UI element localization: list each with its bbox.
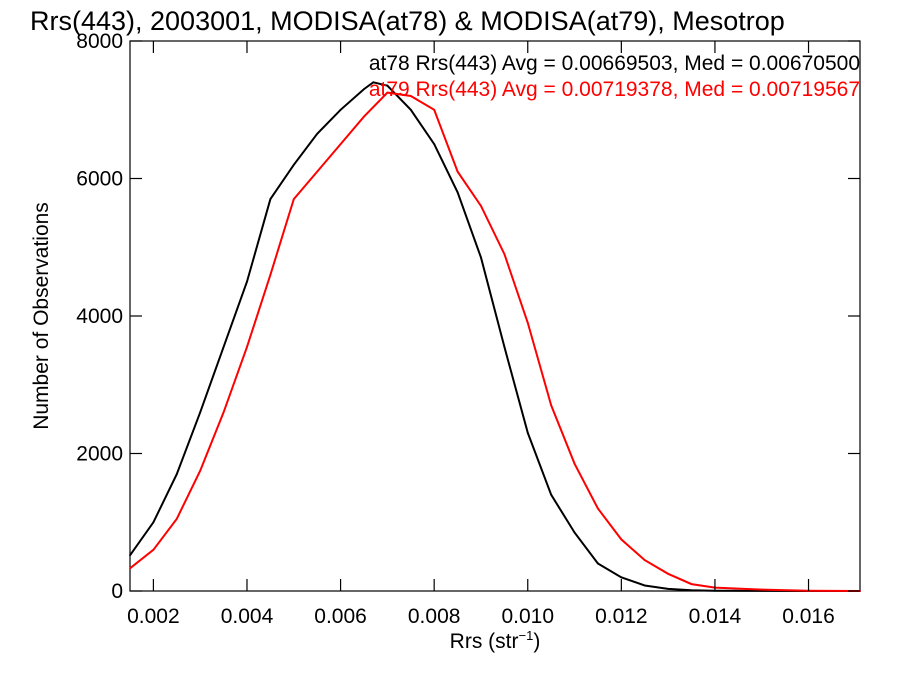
data-point: [526, 432, 529, 434]
data-point: [316, 170, 319, 173]
data-point: [409, 108, 412, 111]
data-point: [573, 531, 576, 534]
data-point: [409, 95, 412, 97]
data-point: [339, 143, 342, 146]
data-point: [503, 346, 506, 348]
data-point: [175, 473, 178, 475]
x-tick-label: 0.010: [501, 605, 554, 628]
x-tick-label: 0.004: [221, 605, 274, 628]
data-point: [550, 404, 553, 407]
x-axis-label-close: ): [533, 630, 540, 653]
data-point: [316, 132, 319, 135]
x-tick-label: 0.008: [408, 605, 461, 628]
plot-area: 0.002 0.004 0.006 0.008 0.010 0.012 0.014 0.016…: [76, 30, 861, 628]
data-point: [129, 554, 131, 557]
data-point: [643, 559, 646, 561]
y-tick-label: 2000: [76, 443, 123, 466]
data-point: [199, 411, 202, 414]
data-point: [573, 462, 576, 465]
data-point: [760, 588, 763, 591]
data-point: [433, 108, 436, 111]
data-point: [550, 493, 553, 496]
data-point: [372, 81, 375, 84]
legend-entry-at78: at78 Rrs(443) Avg = 0.00669503, Med = 0.…: [369, 52, 860, 75]
data-point: [667, 572, 669, 575]
data-point: [667, 588, 669, 590]
y-tick-label: 8000: [76, 30, 123, 53]
chart-title: Rrs(443), 2003001, MODISA(at78) & MODISA…: [30, 6, 785, 36]
legend-entry-at79: at79 Rrs(443) Avg = 0.00719378, Med = 0.…: [369, 78, 860, 101]
data-point: [503, 253, 506, 256]
y-axis-label: Number of Observations: [30, 202, 53, 430]
data-point: [597, 562, 599, 565]
x-axis-label: Rrs (str−1): [450, 628, 541, 653]
plot-frame: [129, 40, 861, 592]
data-point: [386, 84, 389, 87]
x-tick-label: 0.014: [689, 605, 742, 628]
data-point: [386, 91, 389, 94]
data-point: [526, 322, 529, 324]
legend: at78 Rrs(443) Avg = 0.00669503, Med = 0.…: [369, 52, 860, 101]
tick-layer: 0.002 0.004 0.006 0.008 0.010 0.012 0.014 0.016…: [76, 30, 860, 628]
data-point: [620, 576, 623, 579]
data-point: [129, 567, 131, 570]
y-tick-label: 4000: [76, 305, 123, 328]
x-tick-label: 0.012: [595, 605, 648, 628]
data-point: [456, 191, 459, 194]
data-point: [152, 521, 155, 524]
data-point: [246, 346, 248, 348]
x-axis-label-exponent: −1: [519, 628, 534, 643]
data-point: [246, 280, 248, 283]
x-axis-label-text: Rrs (str: [450, 630, 519, 653]
data-point: [480, 256, 482, 259]
y-tick-label: 6000: [76, 168, 123, 191]
data-point: [363, 88, 365, 90]
data-point: [433, 143, 436, 146]
x-tick-label: 0.006: [314, 605, 367, 628]
data-point: [269, 198, 272, 201]
data-point: [152, 548, 155, 551]
data-point: [269, 273, 272, 276]
data-point: [222, 411, 225, 414]
data-point: [222, 346, 225, 348]
data-point: [175, 517, 178, 520]
x-tick-label: 0.002: [127, 605, 180, 628]
data-point: [456, 170, 459, 173]
series-line-at79: [129, 91, 861, 592]
data-point: [363, 115, 365, 118]
data-point: [292, 163, 295, 166]
data-point: [292, 198, 295, 201]
data-point: [597, 507, 599, 510]
data-point: [620, 538, 623, 541]
data-point: [480, 205, 482, 207]
series-line-at78: [129, 81, 860, 592]
data-point: [339, 108, 342, 111]
data-point: [690, 583, 693, 585]
series-layer: [129, 81, 861, 592]
y-tick-label: 0: [111, 580, 123, 603]
data-point: [199, 469, 202, 472]
x-tick-label: 0.016: [782, 605, 835, 628]
data-point: [643, 584, 646, 587]
data-point: [690, 589, 693, 592]
